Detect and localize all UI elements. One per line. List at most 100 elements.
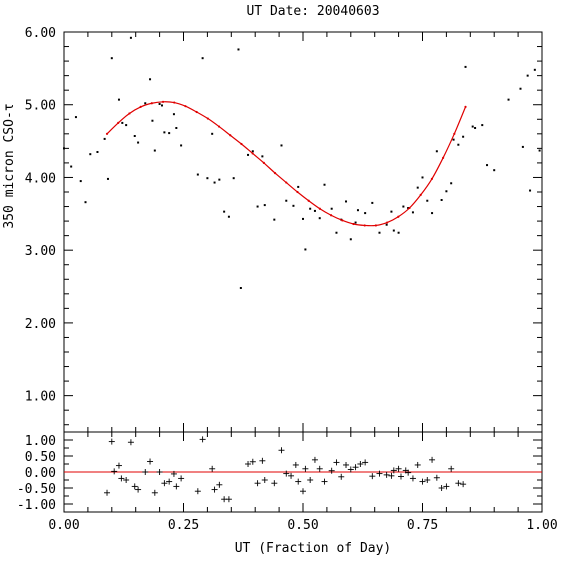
data-point xyxy=(471,125,474,128)
residual-point xyxy=(347,466,354,473)
residual-point xyxy=(259,457,266,464)
residual-point xyxy=(397,473,404,480)
data-point xyxy=(263,204,266,207)
residual-point xyxy=(338,473,345,480)
residual-point xyxy=(156,469,163,475)
data-point xyxy=(335,231,338,234)
data-point xyxy=(407,207,410,209)
fit-curve xyxy=(106,101,467,227)
data-point xyxy=(285,199,288,202)
residual-point xyxy=(194,488,201,495)
data-point xyxy=(493,169,496,172)
data-point xyxy=(323,183,326,186)
data-point xyxy=(227,215,230,218)
fit-sample xyxy=(363,224,366,227)
residual-point xyxy=(448,465,455,472)
fit-sample xyxy=(262,161,265,165)
residual-point xyxy=(429,456,436,463)
data-point xyxy=(110,57,113,60)
data-point xyxy=(385,223,388,226)
x-tick-label: 0.00 xyxy=(48,518,79,533)
fit-sample xyxy=(217,125,221,128)
data-point xyxy=(330,207,333,210)
residual-point xyxy=(135,486,142,493)
data-point xyxy=(211,132,214,135)
residual-point xyxy=(295,478,302,485)
data-point xyxy=(292,204,295,207)
residual-point xyxy=(173,483,180,490)
data-point xyxy=(96,151,99,153)
residual-point xyxy=(460,481,467,488)
fit-sample xyxy=(442,156,445,159)
y-tick-label: 1.00 xyxy=(25,390,56,405)
fit-sample xyxy=(195,110,198,114)
y-tick-label: 6.00 xyxy=(25,26,56,41)
data-point xyxy=(364,212,367,215)
data-point xyxy=(309,207,312,210)
data-point xyxy=(256,205,259,208)
data-point xyxy=(232,177,235,180)
data-point xyxy=(261,155,264,158)
data-point xyxy=(251,150,254,153)
data-point xyxy=(378,231,381,234)
data-point xyxy=(486,164,489,167)
data-point xyxy=(180,144,183,147)
fit-sample xyxy=(139,105,142,109)
fit-sample xyxy=(453,132,456,135)
residual-point xyxy=(254,480,261,487)
fit-sample xyxy=(296,190,299,194)
residual-point xyxy=(216,481,223,488)
data-point xyxy=(452,138,455,141)
residual-point xyxy=(443,483,450,490)
data-point xyxy=(457,143,460,146)
residual-point xyxy=(111,468,118,475)
data-point xyxy=(297,185,300,188)
fit-sample xyxy=(397,215,400,218)
residual-point xyxy=(199,436,206,443)
fit-sample xyxy=(173,101,176,104)
fit-sample xyxy=(374,224,377,227)
data-point xyxy=(247,153,250,156)
data-point xyxy=(273,218,276,221)
data-point xyxy=(206,177,209,180)
residual-point xyxy=(123,477,130,483)
residual-point xyxy=(369,473,376,480)
fit-sample xyxy=(105,132,109,135)
data-point xyxy=(218,178,221,181)
data-point xyxy=(153,149,156,152)
fit-sample xyxy=(341,219,344,222)
fit-sample xyxy=(117,121,120,125)
residual-point xyxy=(300,488,306,495)
data-point xyxy=(354,221,357,224)
data-point xyxy=(125,124,128,127)
residual-y-tick-label: -1.00 xyxy=(17,498,56,513)
fit-sample xyxy=(318,207,321,210)
data-point xyxy=(349,238,352,241)
data-point xyxy=(280,144,283,147)
fit-sample xyxy=(251,152,254,155)
fit-sample xyxy=(128,112,131,115)
data-point xyxy=(462,135,465,138)
residual-point xyxy=(316,465,323,472)
data-point xyxy=(121,121,124,124)
fit-sample xyxy=(273,171,277,175)
residual-point xyxy=(278,447,285,454)
fit-sample xyxy=(240,142,243,146)
fit-sample xyxy=(206,117,209,120)
fit-sample xyxy=(229,134,232,137)
data-point xyxy=(538,149,541,152)
fit-sample xyxy=(184,105,187,108)
data-point xyxy=(526,74,529,77)
data-point xyxy=(411,211,414,214)
data-point xyxy=(302,217,304,220)
x-tick-label: 0.25 xyxy=(168,518,199,533)
y-tick-label: 5.00 xyxy=(25,99,56,114)
x-tick-label: 0.75 xyxy=(407,518,438,533)
data-point xyxy=(79,180,82,183)
data-point xyxy=(151,119,154,122)
residual-y-tick-label: -0.50 xyxy=(17,482,56,497)
data-point xyxy=(144,102,147,105)
data-point xyxy=(397,231,400,234)
y-tick-label: 4.00 xyxy=(25,171,56,186)
